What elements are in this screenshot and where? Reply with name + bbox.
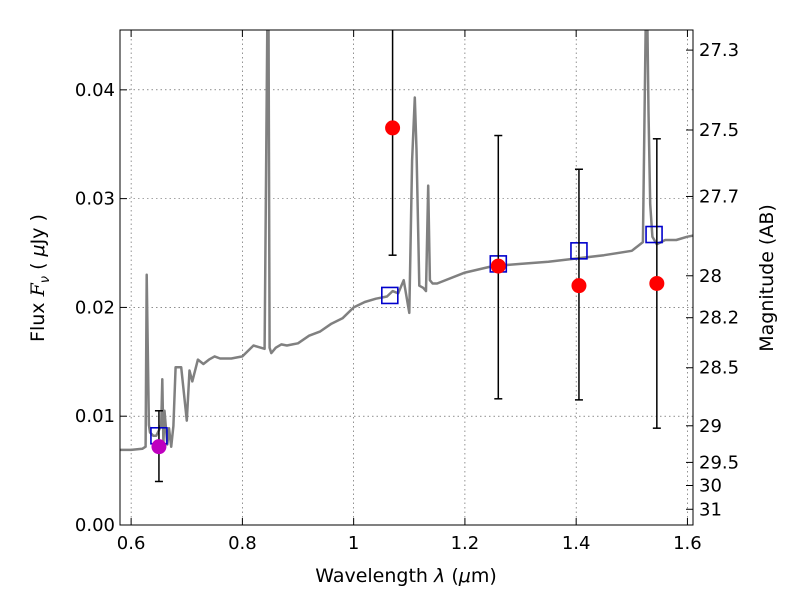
upper-limit-point xyxy=(151,439,167,455)
x-tick-label: 1.2 xyxy=(451,533,480,554)
y-tick-label: 0.04 xyxy=(75,80,115,101)
y2-tick-label: 30 xyxy=(699,476,722,497)
observed-flux-point xyxy=(649,275,665,291)
y2-tick-label: 27.5 xyxy=(699,120,739,141)
x-tick-label: 0.6 xyxy=(117,533,146,554)
y-tick-label: 0.00 xyxy=(75,515,115,536)
observed-flux-point xyxy=(490,258,506,274)
y2-tick-label: 28.5 xyxy=(699,358,739,379)
x-tick-label: 1.6 xyxy=(673,533,702,554)
y2-tick-label: 28.2 xyxy=(699,308,739,329)
y2-tick-label: 29 xyxy=(699,416,722,437)
model-photometry-point xyxy=(645,225,663,244)
x-tick-label: 1 xyxy=(348,533,359,554)
plot-background xyxy=(120,30,693,525)
plot-area xyxy=(120,30,693,483)
y-tick-label: 0.01 xyxy=(75,406,115,427)
y-axis-label: Flux Fν ( μJy ) xyxy=(27,214,53,342)
y-tick-label: 0.03 xyxy=(75,189,115,210)
model-photometry-point xyxy=(381,286,399,305)
ticks: 0.6 0.8 1 1.2 1.4 1.6 0.00 0.01 0.02 0.03 0.04 27.3… xyxy=(75,30,739,554)
x-tick-label: 1.4 xyxy=(562,533,591,554)
y2-tick-label: 28 xyxy=(699,266,722,287)
y2-tick-label: 27.7 xyxy=(699,186,739,207)
plot-frame xyxy=(119,29,694,526)
x-axis-label: Wavelength λ (μm) xyxy=(315,565,497,587)
observed-flux-point xyxy=(571,278,587,294)
y-tick-label: 0.02 xyxy=(75,297,115,318)
observed-flux-point xyxy=(385,120,401,136)
y2-axis-label: Magnitude (AB) xyxy=(756,204,778,352)
y2-tick-label: 31 xyxy=(699,499,722,520)
y2-tick-label: 29.5 xyxy=(699,452,739,473)
x-tick-label: 0.8 xyxy=(228,533,257,554)
y2-tick-label: 27.3 xyxy=(699,40,739,61)
